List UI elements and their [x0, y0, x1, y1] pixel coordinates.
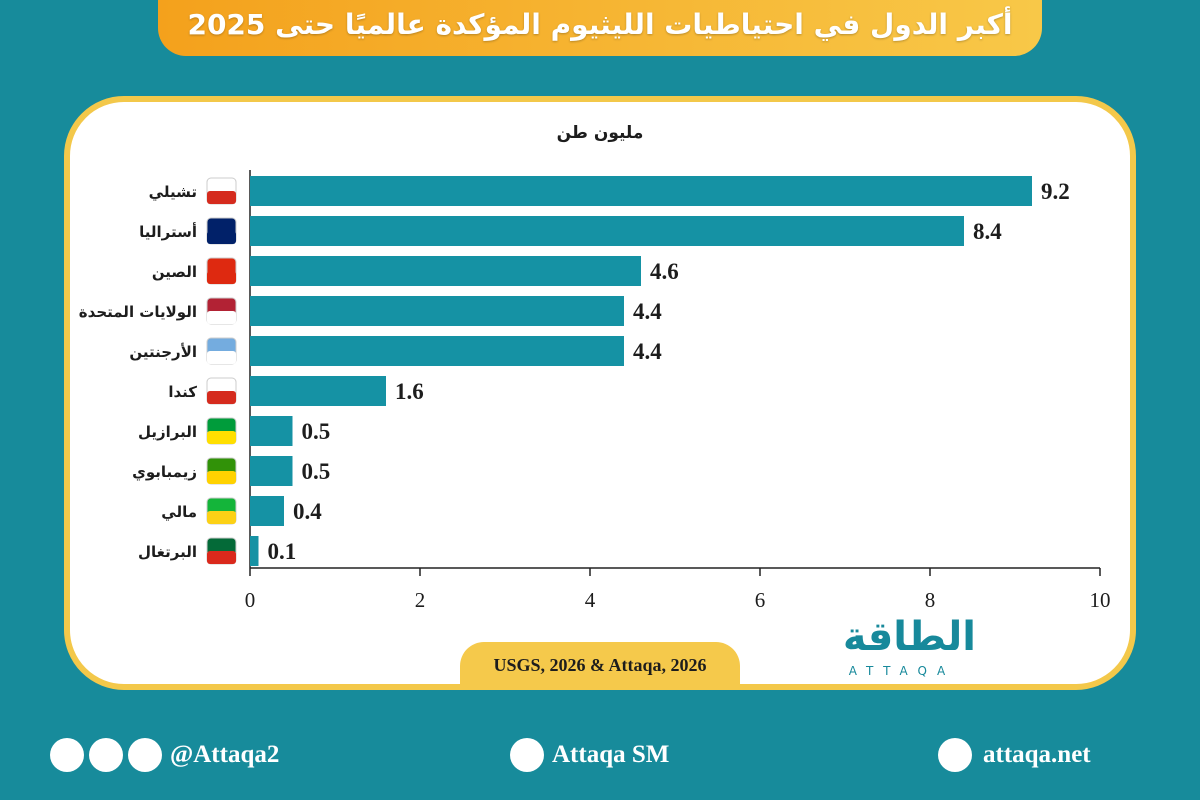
source: USGS, 2026 & Attaqa, 2026 — [493, 655, 707, 675]
bar — [250, 536, 259, 566]
logo-latin: ATTAQA — [848, 664, 956, 678]
flag-stripe — [207, 271, 236, 284]
category-label: زيمبابوي — [132, 463, 197, 482]
bar — [250, 496, 284, 526]
category-label: الأرجنتين — [129, 343, 197, 361]
bar — [250, 336, 624, 366]
value-label: 0.1 — [268, 539, 297, 564]
instagram-icon[interactable] — [89, 738, 123, 772]
flag-stripe — [207, 191, 236, 204]
flag-stripe — [207, 391, 236, 404]
category-label: الصين — [152, 263, 197, 281]
website[interactable]: attaqa.net — [983, 741, 1091, 768]
bar — [250, 256, 641, 286]
value-label: 0.5 — [302, 459, 331, 484]
value-label: 0.4 — [293, 499, 322, 524]
x-tick-label: 0 — [245, 588, 256, 612]
title-bar — [158, 0, 1042, 56]
flag-stripe — [207, 471, 236, 484]
flag-stripe — [207, 431, 236, 444]
bar — [250, 296, 624, 326]
youtube-icon[interactable] — [510, 738, 544, 772]
flag-stripe — [207, 351, 236, 364]
x-tick-label: 4 — [585, 588, 596, 612]
flag-stripe — [207, 511, 236, 524]
x-tick-label: 8 — [925, 588, 936, 612]
x-icon[interactable] — [50, 738, 84, 772]
value-label: 0.5 — [302, 419, 331, 444]
source-pill — [460, 642, 740, 690]
value-label: 8.4 — [973, 219, 1002, 244]
x-tick-label: 10 — [1090, 588, 1111, 612]
category-label: تشيلي — [149, 183, 197, 201]
web-icon[interactable] — [938, 738, 972, 772]
x-tick-label: 2 — [415, 588, 426, 612]
youtube-handle[interactable]: Attaqa SM — [552, 741, 670, 768]
category-label: الولايات المتحدة — [79, 303, 197, 321]
flag-stripe — [207, 231, 236, 244]
category-label: كندا — [168, 383, 197, 401]
category-label: البرتغال — [138, 543, 197, 561]
category-label: أستراليا — [139, 222, 197, 241]
value-label: 4.6 — [650, 259, 679, 284]
unit-label: مليون طن — [557, 123, 644, 143]
facebook-icon[interactable] — [128, 738, 162, 772]
bar — [250, 176, 1032, 206]
bar — [250, 416, 293, 446]
value-label: 4.4 — [633, 339, 662, 364]
social-handle[interactable]: @Attaqa2 — [170, 741, 280, 768]
value-label: 4.4 — [633, 299, 662, 324]
flag-stripe — [207, 311, 236, 324]
chart-title: أكبر الدول في احتياطيات الليثيوم المؤكدة… — [187, 8, 1013, 41]
bar — [250, 456, 293, 486]
value-label: 1.6 — [395, 379, 424, 404]
category-label: مالي — [161, 503, 197, 521]
bar — [250, 216, 964, 246]
flag-stripe — [207, 551, 236, 564]
bar — [250, 376, 386, 406]
logo-text: الطاقة — [842, 614, 976, 660]
category-label: البرازيل — [138, 423, 197, 441]
x-tick-label: 6 — [755, 588, 766, 612]
value-label: 9.2 — [1041, 179, 1070, 204]
